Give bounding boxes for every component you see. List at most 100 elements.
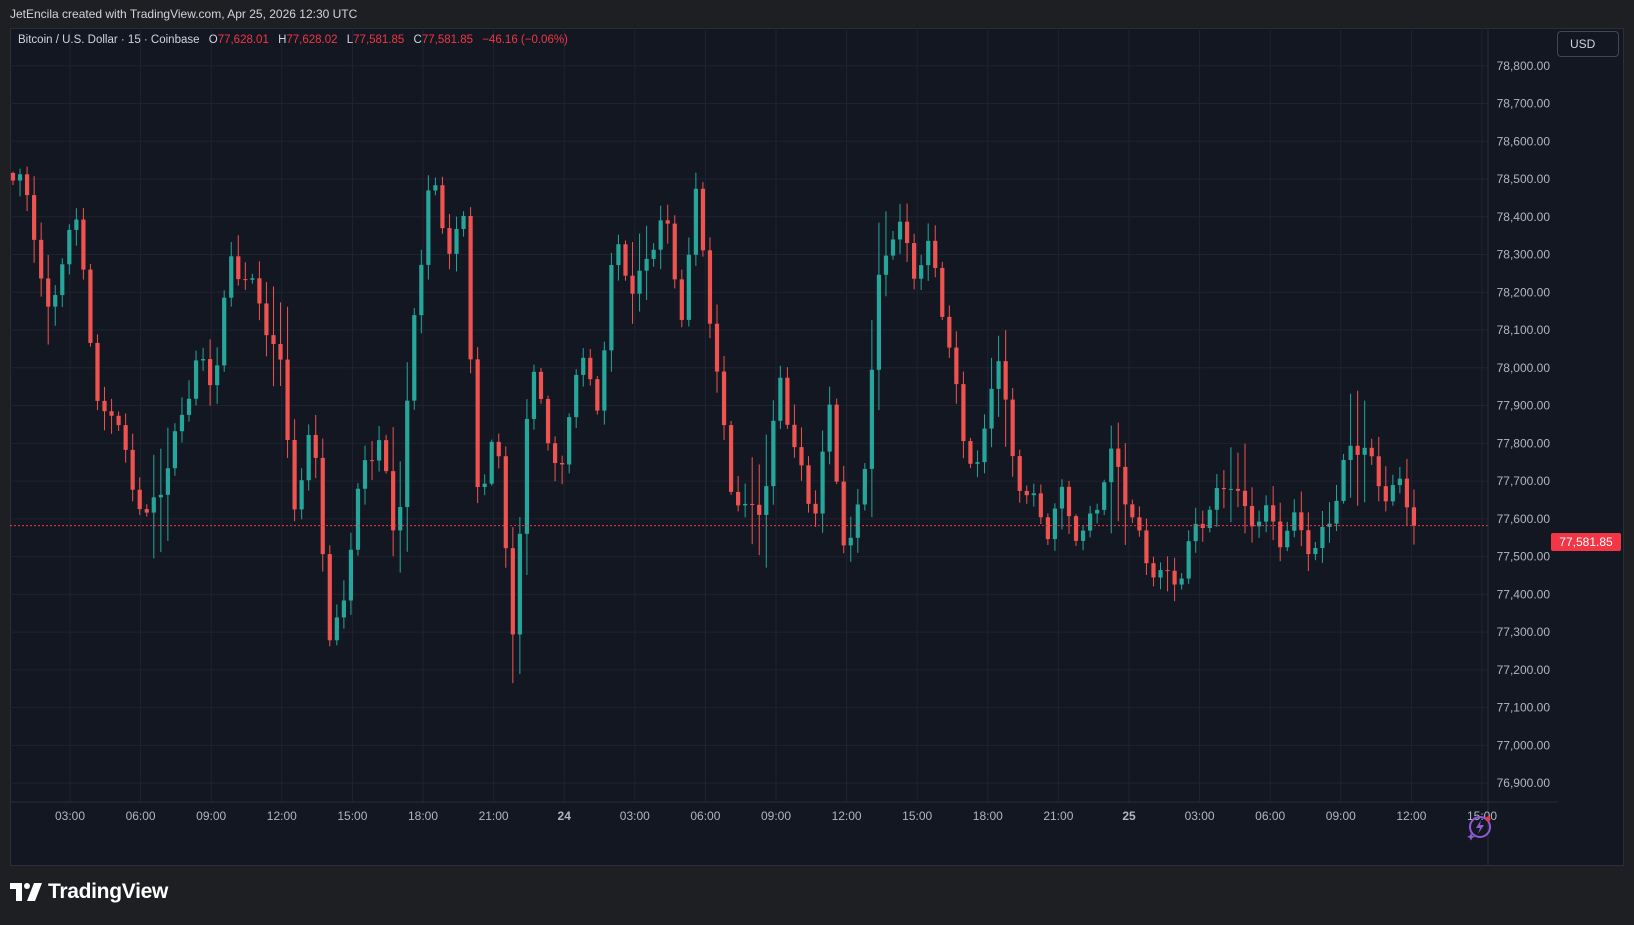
candle bbox=[1278, 502, 1283, 562]
candle-body bbox=[433, 185, 438, 191]
price-axis[interactable]: 76,900.00 77,000.00 77,100.00 77,200.00 77,3… bbox=[1497, 59, 1551, 790]
candle bbox=[1390, 474, 1395, 506]
candle-body bbox=[693, 188, 698, 255]
candle bbox=[1095, 503, 1100, 524]
candle bbox=[243, 262, 248, 290]
candle bbox=[1376, 436, 1381, 502]
tradingview-logo[interactable]: TradingView bbox=[10, 880, 168, 904]
candle-body bbox=[144, 509, 149, 513]
candle bbox=[1397, 467, 1402, 494]
brand-name: TradingView bbox=[48, 880, 169, 903]
last-price-label: 77,581.85 bbox=[1551, 533, 1621, 551]
candle bbox=[581, 348, 586, 387]
candle bbox=[1102, 479, 1107, 516]
candle bbox=[172, 423, 178, 476]
candle bbox=[341, 580, 346, 629]
candle bbox=[116, 411, 121, 431]
candle-body bbox=[440, 185, 445, 229]
candle bbox=[644, 225, 649, 301]
time-tick-label: 21:00 bbox=[479, 809, 509, 823]
candle bbox=[46, 254, 51, 345]
candle-body bbox=[257, 278, 262, 304]
candle bbox=[538, 368, 544, 404]
candle bbox=[841, 465, 846, 554]
candle-body bbox=[517, 533, 522, 635]
candle-body bbox=[1144, 530, 1149, 564]
candle bbox=[222, 290, 227, 372]
candle-body bbox=[200, 359, 206, 361]
candle bbox=[1123, 443, 1128, 545]
candle bbox=[327, 545, 332, 647]
symbol-description[interactable]: Bitcoin / U.S. Dollar · 15 · Coinbase bbox=[18, 34, 200, 46]
candle bbox=[1341, 453, 1346, 504]
candle-body bbox=[588, 357, 593, 380]
candle bbox=[848, 516, 853, 562]
candle-body bbox=[813, 503, 818, 514]
candle-body bbox=[1411, 507, 1417, 526]
candle-body bbox=[672, 223, 677, 280]
time-tick-label: 15:00 bbox=[337, 809, 367, 823]
candle-body bbox=[391, 471, 396, 531]
candle bbox=[1362, 400, 1367, 503]
candle-body bbox=[933, 240, 938, 268]
lightning-spark-icon[interactable] bbox=[1466, 813, 1494, 841]
candle-body bbox=[362, 460, 368, 489]
price-tick-label: 77,500.00 bbox=[1497, 550, 1551, 564]
currency-button[interactable]: USD bbox=[1557, 31, 1619, 57]
candle bbox=[123, 413, 128, 463]
candle bbox=[158, 448, 163, 553]
candle-body bbox=[574, 374, 579, 418]
candle bbox=[1207, 506, 1212, 533]
candle-body bbox=[384, 440, 389, 472]
candle-body bbox=[151, 497, 156, 513]
time-tick-label: 12:00 bbox=[267, 809, 297, 823]
time-tick-label: 18:00 bbox=[973, 809, 1003, 823]
candle-body bbox=[855, 504, 860, 538]
candle bbox=[384, 434, 389, 474]
candle-body bbox=[609, 265, 614, 351]
candle-body bbox=[1059, 486, 1065, 509]
price-tick-label: 78,100.00 bbox=[1497, 323, 1551, 337]
candle-body bbox=[313, 434, 318, 458]
candle-body bbox=[461, 215, 466, 229]
candle bbox=[355, 483, 361, 556]
candle bbox=[1249, 487, 1255, 543]
candle-body bbox=[369, 460, 375, 462]
candle-body bbox=[489, 441, 494, 484]
candle bbox=[1179, 573, 1184, 590]
candle bbox=[24, 166, 30, 212]
candle bbox=[1292, 499, 1297, 538]
candle bbox=[229, 241, 234, 307]
candle bbox=[933, 225, 938, 278]
candle-body bbox=[74, 219, 79, 230]
candle-body bbox=[1285, 530, 1290, 548]
candlestick-chart[interactable]: 76,900.00 77,000.00 77,100.00 77,200.00 77,3… bbox=[10, 28, 1624, 866]
candle bbox=[426, 175, 431, 280]
candle-body bbox=[334, 617, 339, 641]
candle bbox=[1348, 393, 1353, 498]
candle bbox=[362, 445, 368, 505]
time-axis[interactable]: 03:00 06:00 09:00 12:00 15:00 18:00 21:00 24 03:… bbox=[55, 809, 1497, 823]
candle bbox=[743, 483, 748, 518]
close-label: C bbox=[413, 34, 422, 46]
candle bbox=[257, 261, 262, 321]
candle-body bbox=[862, 468, 867, 505]
candle-body bbox=[348, 549, 354, 601]
candle bbox=[1200, 510, 1205, 542]
candle bbox=[693, 172, 698, 266]
time-tick-label: 12:00 bbox=[832, 809, 862, 823]
candle-body bbox=[186, 398, 192, 415]
candle-body bbox=[1404, 478, 1410, 508]
candle bbox=[834, 398, 839, 485]
candle-body bbox=[292, 440, 297, 510]
candle bbox=[1404, 458, 1410, 527]
price-tick-label: 78,500.00 bbox=[1497, 172, 1551, 186]
candle-body bbox=[876, 274, 882, 370]
candle-body bbox=[658, 220, 663, 250]
candle-body bbox=[222, 297, 227, 366]
candle-body bbox=[172, 431, 178, 469]
candle bbox=[1271, 486, 1276, 541]
candle-body bbox=[426, 190, 431, 265]
price-tick-label: 77,200.00 bbox=[1497, 663, 1551, 677]
candle-body bbox=[208, 359, 213, 386]
